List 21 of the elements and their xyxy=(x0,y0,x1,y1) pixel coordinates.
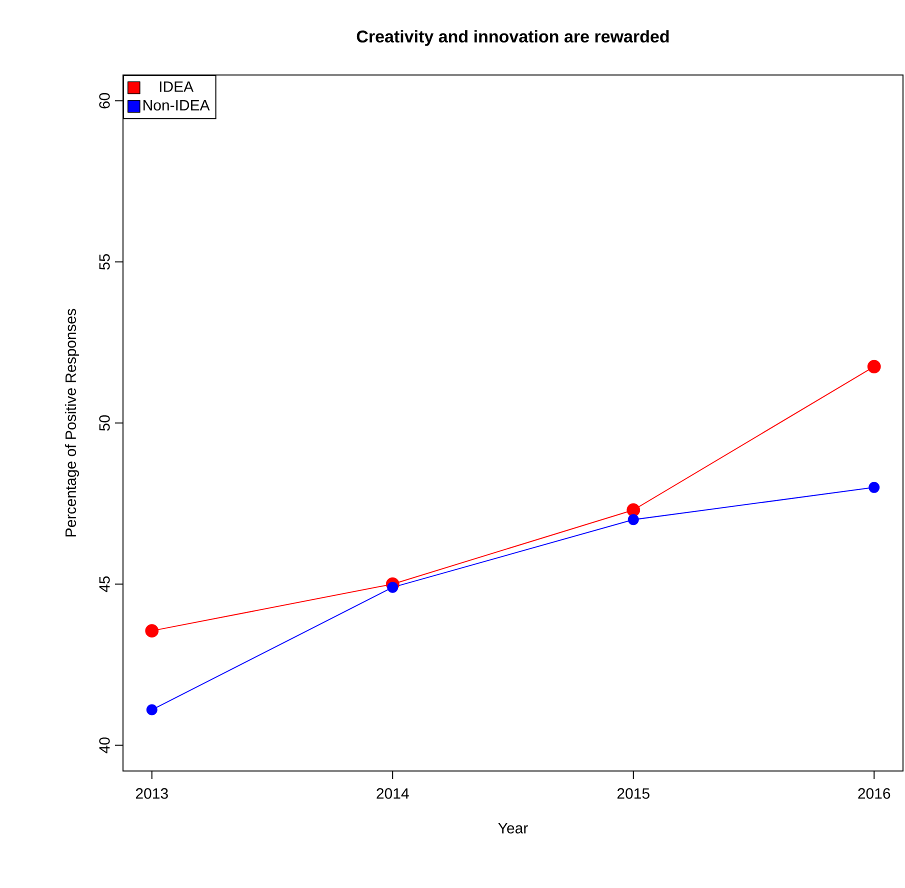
legend-label: Non-IDEA xyxy=(144,100,210,111)
point xyxy=(387,582,398,593)
y-tick-label: 40 xyxy=(99,737,110,754)
y-tick-label: 55 xyxy=(99,254,110,270)
x-tick-label: 2013 xyxy=(136,788,168,799)
x-tick-label: 2016 xyxy=(858,788,890,799)
y-tick-label: 45 xyxy=(99,576,110,592)
y-axis-title: Percentage of Positive Responses xyxy=(65,308,79,536)
y-tick-label: 60 xyxy=(99,93,110,108)
point xyxy=(146,704,158,716)
point xyxy=(867,360,881,374)
legend-label: IDEA xyxy=(160,81,194,92)
point xyxy=(628,514,639,526)
x-tick-label: 2015 xyxy=(617,788,650,799)
x-tick-label: 2014 xyxy=(376,788,409,799)
x-axis-title: Year xyxy=(498,823,528,834)
point xyxy=(868,482,880,493)
y-tick-label: 50 xyxy=(99,415,110,431)
chart-title: Creativity and innovation are rewarded xyxy=(356,30,669,46)
point xyxy=(626,503,640,517)
point xyxy=(145,624,159,638)
